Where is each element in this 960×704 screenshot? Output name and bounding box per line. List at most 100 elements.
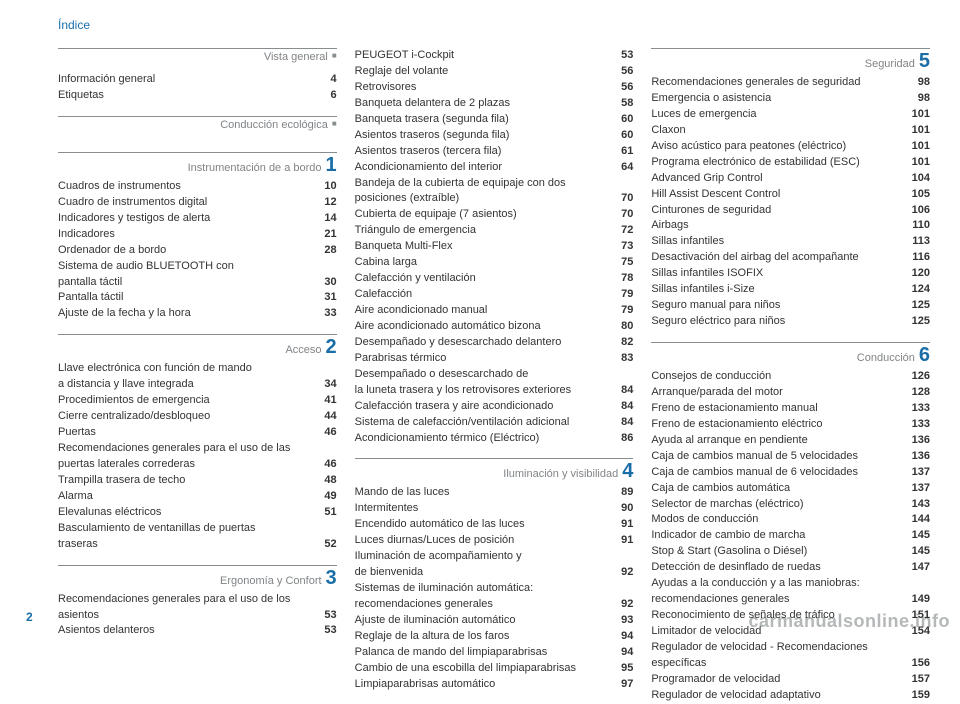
toc-entry-label: Freno de estacionamiento manual: [651, 401, 906, 417]
toc-entry-label: traseras: [58, 537, 313, 553]
toc-entry: Mando de las luces89: [355, 485, 634, 501]
toc-entry: Caja de cambios manual de 6 velocidades1…: [651, 465, 930, 481]
toc-entry: Luces diurnas/Luces de posición91: [355, 533, 634, 549]
section-marker-dot: ■: [332, 51, 337, 60]
section-heading: Seguridad5: [651, 48, 930, 71]
toc-entry-label: Sillas infantiles: [651, 234, 906, 250]
toc-entry-label: de bienvenida: [355, 565, 610, 581]
section-title: Ergonomía y Confort: [220, 575, 322, 587]
toc-entry-line: Iluminación de acompañamiento y: [355, 549, 634, 565]
section-title: Vista general: [264, 51, 328, 63]
toc-entry-label: Consejos de conducción: [651, 369, 906, 385]
toc-entry: Puertas46: [58, 425, 337, 441]
toc-entry: Etiquetas6: [58, 88, 337, 104]
section-heading: Conducción ecológica■: [58, 116, 337, 136]
toc-entry-page: 64: [609, 160, 633, 176]
toc-entry: Calefacción79: [355, 287, 634, 303]
toc-entry: pantalla táctil30: [58, 275, 337, 291]
toc-entry-label: PEUGEOT i-Cockpit: [355, 48, 610, 64]
toc-entry: Sillas infantiles113: [651, 234, 930, 250]
toc-entry-label: Indicadores: [58, 227, 313, 243]
toc-entry-label: recomendaciones generales: [355, 597, 610, 613]
toc-entry-line: Regulador de velocidad - Recomendaciones: [651, 640, 930, 656]
toc-entry: Reglaje de la altura de los faros94: [355, 629, 634, 645]
toc-entry-page: 49: [313, 489, 337, 505]
toc-entry: Caja de cambios automática137: [651, 481, 930, 497]
toc-entry-page: 75: [609, 255, 633, 271]
toc-entry-page: 52: [313, 537, 337, 553]
toc-entry-page: 124: [906, 282, 930, 298]
toc-entry-page: 78: [609, 271, 633, 287]
toc-entry-page: 46: [313, 425, 337, 441]
toc-entry: asientos53: [58, 608, 337, 624]
toc-entry: Calefacción y ventilación78: [355, 271, 634, 287]
toc-entry-page: 106: [906, 203, 930, 219]
toc-entry: Aire acondicionado manual79: [355, 303, 634, 319]
toc-entry-page: 91: [609, 517, 633, 533]
toc-entry-label: pantalla táctil: [58, 275, 313, 291]
toc-entry: Aviso acústico para peatones (eléctrico)…: [651, 139, 930, 155]
toc-entry: Sistema de calefacción/ventilación adici…: [355, 415, 634, 431]
toc-entry-label: Encendido automático de las luces: [355, 517, 610, 533]
toc-entry: Parabrisas térmico83: [355, 351, 634, 367]
toc-section: PEUGEOT i-Cockpit53Reglaje del volante56…: [355, 48, 634, 446]
toc-entry: Limitador de velocidad154: [651, 624, 930, 640]
toc-entry-label: Asientos traseros (segunda fila): [355, 128, 610, 144]
toc-section: Iluminación y visibilidad4 Mando de las l…: [355, 458, 634, 692]
toc-entry: Stop & Start (Gasolina o Diésel)145: [651, 544, 930, 560]
toc-entry-page: 125: [906, 314, 930, 330]
toc-entry-page: 70: [609, 207, 633, 223]
toc-entry: Seguro eléctrico para niños125: [651, 314, 930, 330]
toc-entry-line: Recomendaciones generales para el uso de…: [58, 441, 337, 457]
toc-entry: Trampilla trasera de techo48: [58, 473, 337, 489]
toc-entry: Reconocimiento de señales de tráfico151: [651, 608, 930, 624]
toc-entry: Banqueta trasera (segunda fila)60: [355, 112, 634, 128]
toc-entry-page: 98: [906, 91, 930, 107]
toc-entry-label: Pantalla táctil: [58, 290, 313, 306]
toc-entry-label: Emergencia o asistencia: [651, 91, 906, 107]
section-heading: Iluminación y visibilidad4: [355, 458, 634, 481]
toc-entry-page: 83: [609, 351, 633, 367]
toc-section: Acceso2Llave electrónica con función de …: [58, 334, 337, 552]
toc-entry-label: Desempañado y desescarchado delantero: [355, 335, 610, 351]
toc-entry-page: 70: [609, 191, 633, 207]
toc-column: PEUGEOT i-Cockpit53Reglaje del volante56…: [355, 48, 634, 600]
toc-entry-page: 105: [906, 187, 930, 203]
toc-entry-label: Ordenador de a bordo: [58, 243, 313, 259]
toc-entry-label: Asientos delanteros: [58, 623, 313, 639]
toc-entry-line: Ayudas a la conducción y a las maniobras…: [651, 576, 930, 592]
toc-entry-label: Sistema de calefacción/ventilación adici…: [355, 415, 610, 431]
toc-entry-line: Desempañado o desescarchado de: [355, 367, 634, 383]
toc-entry-label: Ayuda al arranque en pendiente: [651, 433, 906, 449]
toc-entry: Programa electrónico de estabilidad (ESC…: [651, 155, 930, 171]
toc-entry: Seguro manual para niños125: [651, 298, 930, 314]
section-title: Conducción ecológica: [220, 119, 328, 131]
toc-entry-page: 44: [313, 409, 337, 425]
toc-entry: Cabina larga75: [355, 255, 634, 271]
toc-entry-label: Ajuste de iluminación automático: [355, 613, 610, 629]
section-title: Seguridad: [865, 58, 915, 70]
toc-entry-page: 6: [313, 88, 337, 104]
toc-entry: Hill Assist Descent Control105: [651, 187, 930, 203]
toc-entry: la luneta trasera y los retrovisores ext…: [355, 383, 634, 399]
toc-entry-label: Stop & Start (Gasolina o Diésel): [651, 544, 906, 560]
toc-entry-label: Caja de cambios manual de 5 velocidades: [651, 449, 906, 465]
toc-entry-label: asientos: [58, 608, 313, 624]
toc-entry: específicas156: [651, 656, 930, 672]
toc-entry: Freno de estacionamiento manual133: [651, 401, 930, 417]
toc-entry-page: 133: [906, 401, 930, 417]
toc-entry-label: Selector de marchas (eléctrico): [651, 497, 906, 513]
toc-entry-label: Cambio de una escobilla del limpiaparabr…: [355, 661, 610, 677]
toc-entry: Desactivación del airbag del acompañante…: [651, 250, 930, 266]
toc-entry-page: 93: [609, 613, 633, 629]
toc-entry-label: Etiquetas: [58, 88, 313, 104]
toc-entry-label: la luneta trasera y los retrovisores ext…: [355, 383, 610, 399]
toc-entry-label: Programa electrónico de estabilidad (ESC…: [651, 155, 906, 171]
toc-entry-label: Caja de cambios manual de 6 velocidades: [651, 465, 906, 481]
toc-entry: Selector de marchas (eléctrico)143: [651, 497, 930, 513]
toc-entry-line: Llave electrónica con función de mando: [58, 361, 337, 377]
toc-entry: Emergencia o asistencia98: [651, 91, 930, 107]
toc-entry: de bienvenida92: [355, 565, 634, 581]
toc-entry-page: 4: [313, 72, 337, 88]
section-number: 4: [622, 461, 633, 481]
